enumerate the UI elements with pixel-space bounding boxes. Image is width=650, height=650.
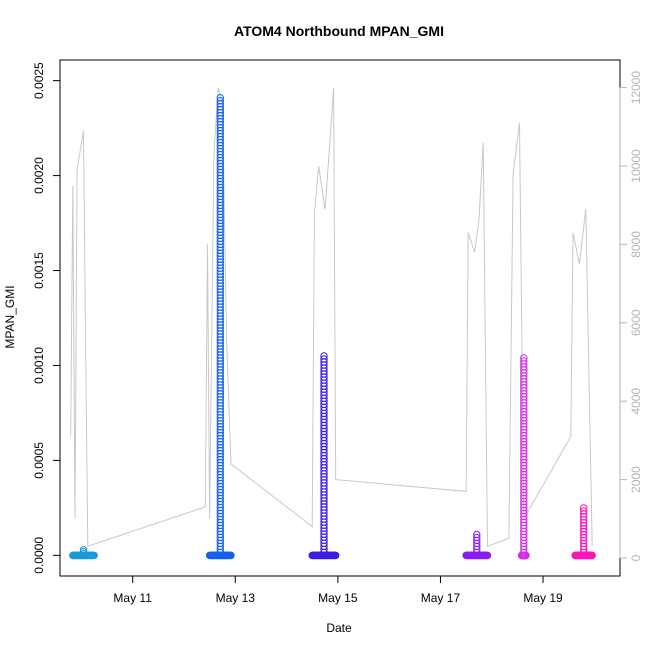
data-point [320,352,328,360]
data-point [216,458,225,467]
chart-title: ATOM4 Northbound MPAN_GMI [234,23,444,39]
data-point [320,355,328,363]
data-point [580,527,588,536]
x-tick-label: May 11 [113,591,152,605]
data-point [216,357,225,365]
data-point [216,156,225,165]
data-point [79,546,88,554]
y2-tick-label: 2000 [629,466,643,493]
y-tick-label: 0.0020 [32,157,46,194]
series-1 [69,546,98,560]
data-point [580,507,588,515]
data-point [216,159,225,168]
data-point [216,321,225,329]
y-axis-left: 0.0000 0.0005 0.0010 0.0015 0.0020 0.0025 [32,62,61,574]
data-point [483,551,492,560]
data-point [79,549,88,558]
data-point [216,291,225,299]
plot-frame [59,59,621,577]
series-6 [571,504,596,560]
data-point [216,255,225,263]
scatter-points-layer [69,94,596,560]
data-point [580,530,588,539]
data-point [588,551,596,560]
x-tick-label: May 17 [421,591,461,605]
data-point [216,488,225,497]
data-point [216,288,225,296]
data-point [473,533,481,542]
data-point [216,360,225,368]
data-point [520,354,528,362]
y-tick-label: 0.0015 [32,252,46,289]
x-tick-label: May 15 [318,591,358,605]
data-point [227,551,235,560]
data-point [216,192,225,201]
data-point [216,94,225,102]
data-point [216,390,225,398]
data-point [216,455,225,464]
series-4 [462,530,492,560]
data-point [90,551,98,560]
x-tick-label: May 13 [216,591,256,605]
data-point [520,479,528,488]
data-point [216,189,225,198]
y-axis-label: MPAN_GMI [3,285,17,348]
y-tick-label: 0.0025 [32,62,46,99]
data-point [580,513,588,521]
series-2 [205,94,235,560]
data-point [79,547,88,556]
y-tick-label: 0.0005 [32,442,46,479]
data-point [520,357,528,365]
x-axis-label: Date [326,621,352,635]
data-point [216,97,225,105]
x-axis: May 11 May 13 May 15 May 17 May 19 [113,575,563,605]
data-point [332,551,340,560]
y2-tick-label: 10000 [629,149,643,183]
data-point [520,369,528,377]
y2-tick-label: 12000 [629,71,643,105]
y2-tick-label: 0 [629,554,643,561]
y-axis-right: 0 2000 4000 6000 8000 10000 12000 [619,71,643,561]
data-point [79,551,88,560]
y-tick-label: 0.0010 [32,347,46,384]
series-3 [308,352,340,560]
y2-tick-label: 8000 [629,231,643,258]
data-point [473,530,481,539]
altitude-line [70,87,593,547]
data-point [520,366,528,374]
data-point [216,393,225,401]
data-point [580,504,588,512]
y2-tick-label: 4000 [629,388,643,415]
y2-tick-label: 6000 [629,309,643,336]
data-point [580,510,588,518]
altitude-line-layer [70,87,593,547]
data-point [520,443,528,452]
data-point [216,324,225,332]
x-tick-label: May 19 [523,591,563,605]
y-tick-label: 0.0000 [32,537,46,574]
data-point [520,482,528,491]
data-point [216,491,225,500]
series-5 [518,354,530,560]
data-point [520,440,528,449]
